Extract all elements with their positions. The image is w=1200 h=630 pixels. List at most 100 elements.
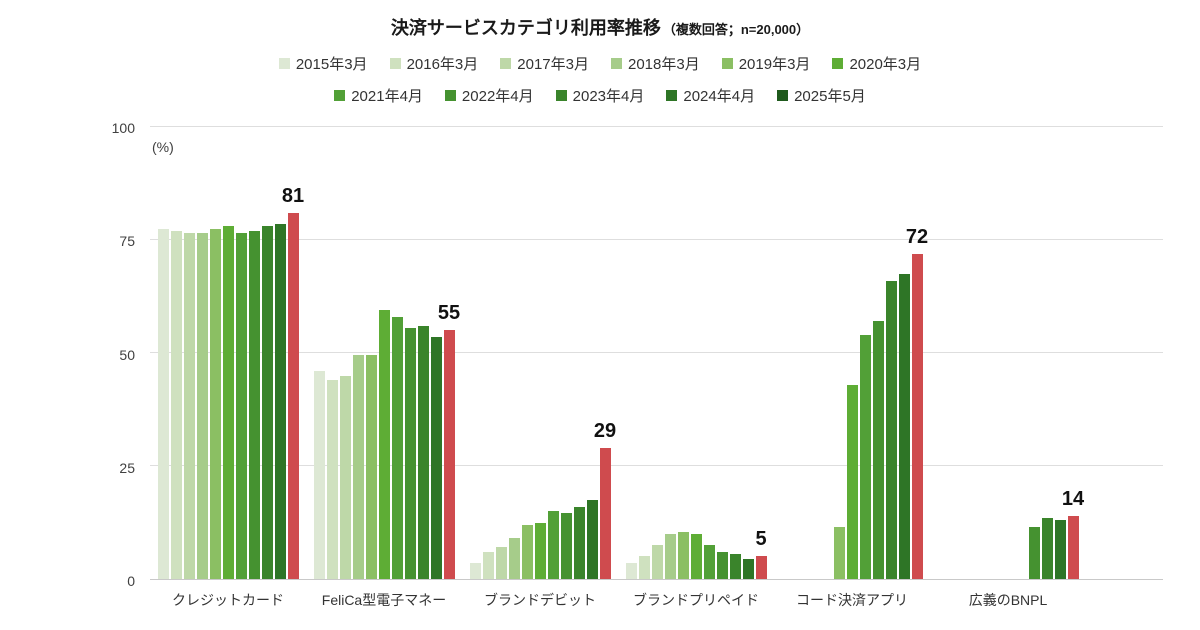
legend-swatch [777,90,789,101]
bar-group: 81 [150,127,306,579]
bar [391,316,403,579]
y-axis-labels: 0 25 50 75 100 [55,120,135,589]
bar [183,233,195,579]
legend-label: 2017年3月 [517,56,589,73]
bar [885,280,897,579]
bar [1054,520,1066,579]
chart-title: 決済サービスカテゴリ利用率推移 （複数回答；n=20,000） [0,14,1200,40]
bar [222,226,234,579]
value-label: 5 [755,528,767,551]
y-tick-label: 0 [127,573,135,589]
value-label: 29 [593,419,617,442]
bar [846,384,858,579]
y-tick-label: 100 [111,120,135,136]
bar [170,230,182,579]
y-tick-label: 75 [119,233,135,250]
bar [339,375,351,579]
chart-title-main: 決済サービスカテゴリ利用率推移 [390,18,661,38]
bar [404,328,416,579]
legend-item: 2022年4月 [444,85,534,106]
legend-item: 2021年4月 [334,85,423,106]
bar [534,522,546,579]
bar [586,499,598,579]
bar-group: 5 [618,127,774,579]
bar [703,545,715,579]
legend-swatch [555,90,567,101]
plot-area: (%) 81 55 29 5 72 14 [150,126,1163,580]
gridline [150,126,1163,127]
bar [365,355,377,579]
legend-swatch [278,58,290,69]
category-label: ブランドデビット [484,592,596,608]
bar [833,527,845,579]
legend-item: 2017年3月 [500,53,589,74]
bar [261,226,273,579]
bar [157,228,169,579]
y-axis-unit-label: (%) [152,139,174,155]
legend-label: 2021年4月 [351,88,423,105]
bar [651,545,663,579]
gridline [150,239,1163,240]
bar [235,233,247,579]
bar [521,524,533,579]
bar [248,230,260,579]
legend-swatch [721,58,733,69]
bar [729,554,741,579]
bar [326,380,338,579]
bar: 5 [755,528,767,579]
bar [352,355,364,579]
legend-label: 2024年4月 [683,88,756,105]
legend-item: 2018年3月 [611,53,700,74]
y-tick-label: 25 [119,459,135,476]
legend-label: 2020年3月 [849,56,922,73]
legend-label: 2018年3月 [628,56,700,73]
legend-item: 2025年5月 [777,85,866,106]
legend-item: 2023年4月 [555,85,644,106]
bar-group: 14 [930,127,1086,579]
bar [872,321,884,579]
bar [313,371,325,579]
bar [859,334,871,579]
legend-swatch [444,90,456,101]
bar-group: 29 [462,127,618,579]
legend-swatch [500,58,512,69]
gridline [150,352,1163,353]
bar: 14 [1062,488,1084,579]
bar [274,224,286,579]
bar [677,531,689,579]
legend-item: 2016年3月 [389,53,478,74]
bar [625,563,637,579]
bar [898,273,910,579]
bar [664,533,676,579]
bar [716,551,728,579]
legend: 2015年3月 2016年3月 2017年3月 2018年3月 2019年3月 2020年… [0,53,1200,117]
category-label: 広義のBNPL [968,592,1048,608]
legend-row: 2015年3月 2016年3月 2017年3月 2018年3月 2019年3月 2020年… [0,53,1200,74]
bar [560,513,572,579]
category-label: コード決済アプリ [796,592,908,608]
bar-group: 55 [306,127,462,579]
legend-label: 2022年4月 [461,88,534,105]
bar [1028,527,1040,579]
bar [508,538,520,579]
legend-item: 2019年3月 [721,53,810,74]
value-label: 72 [905,225,929,248]
value-label: 55 [437,302,461,325]
legend-row: 2021年4月 2022年4月 2023年4月 2024年4月 2025年5月 [0,85,1200,106]
bar [482,551,494,579]
legend-item: 2020年3月 [832,53,921,74]
bar [547,511,559,579]
category-label: FeliCa型電子マネー [321,592,447,608]
value-label: 81 [281,184,305,207]
category-label: クレジットカード [172,592,284,608]
x-axis-labels: クレジットカード FeliCa型電子マネー ブランドデビット ブランドプリペイド コード… [150,590,1086,610]
bar [495,547,507,579]
bar: 72 [906,226,928,579]
legend-swatch [334,90,346,101]
bar [209,228,221,579]
bar [430,337,442,579]
bar [378,310,390,579]
legend-swatch [832,58,844,69]
bar: 55 [438,302,460,579]
